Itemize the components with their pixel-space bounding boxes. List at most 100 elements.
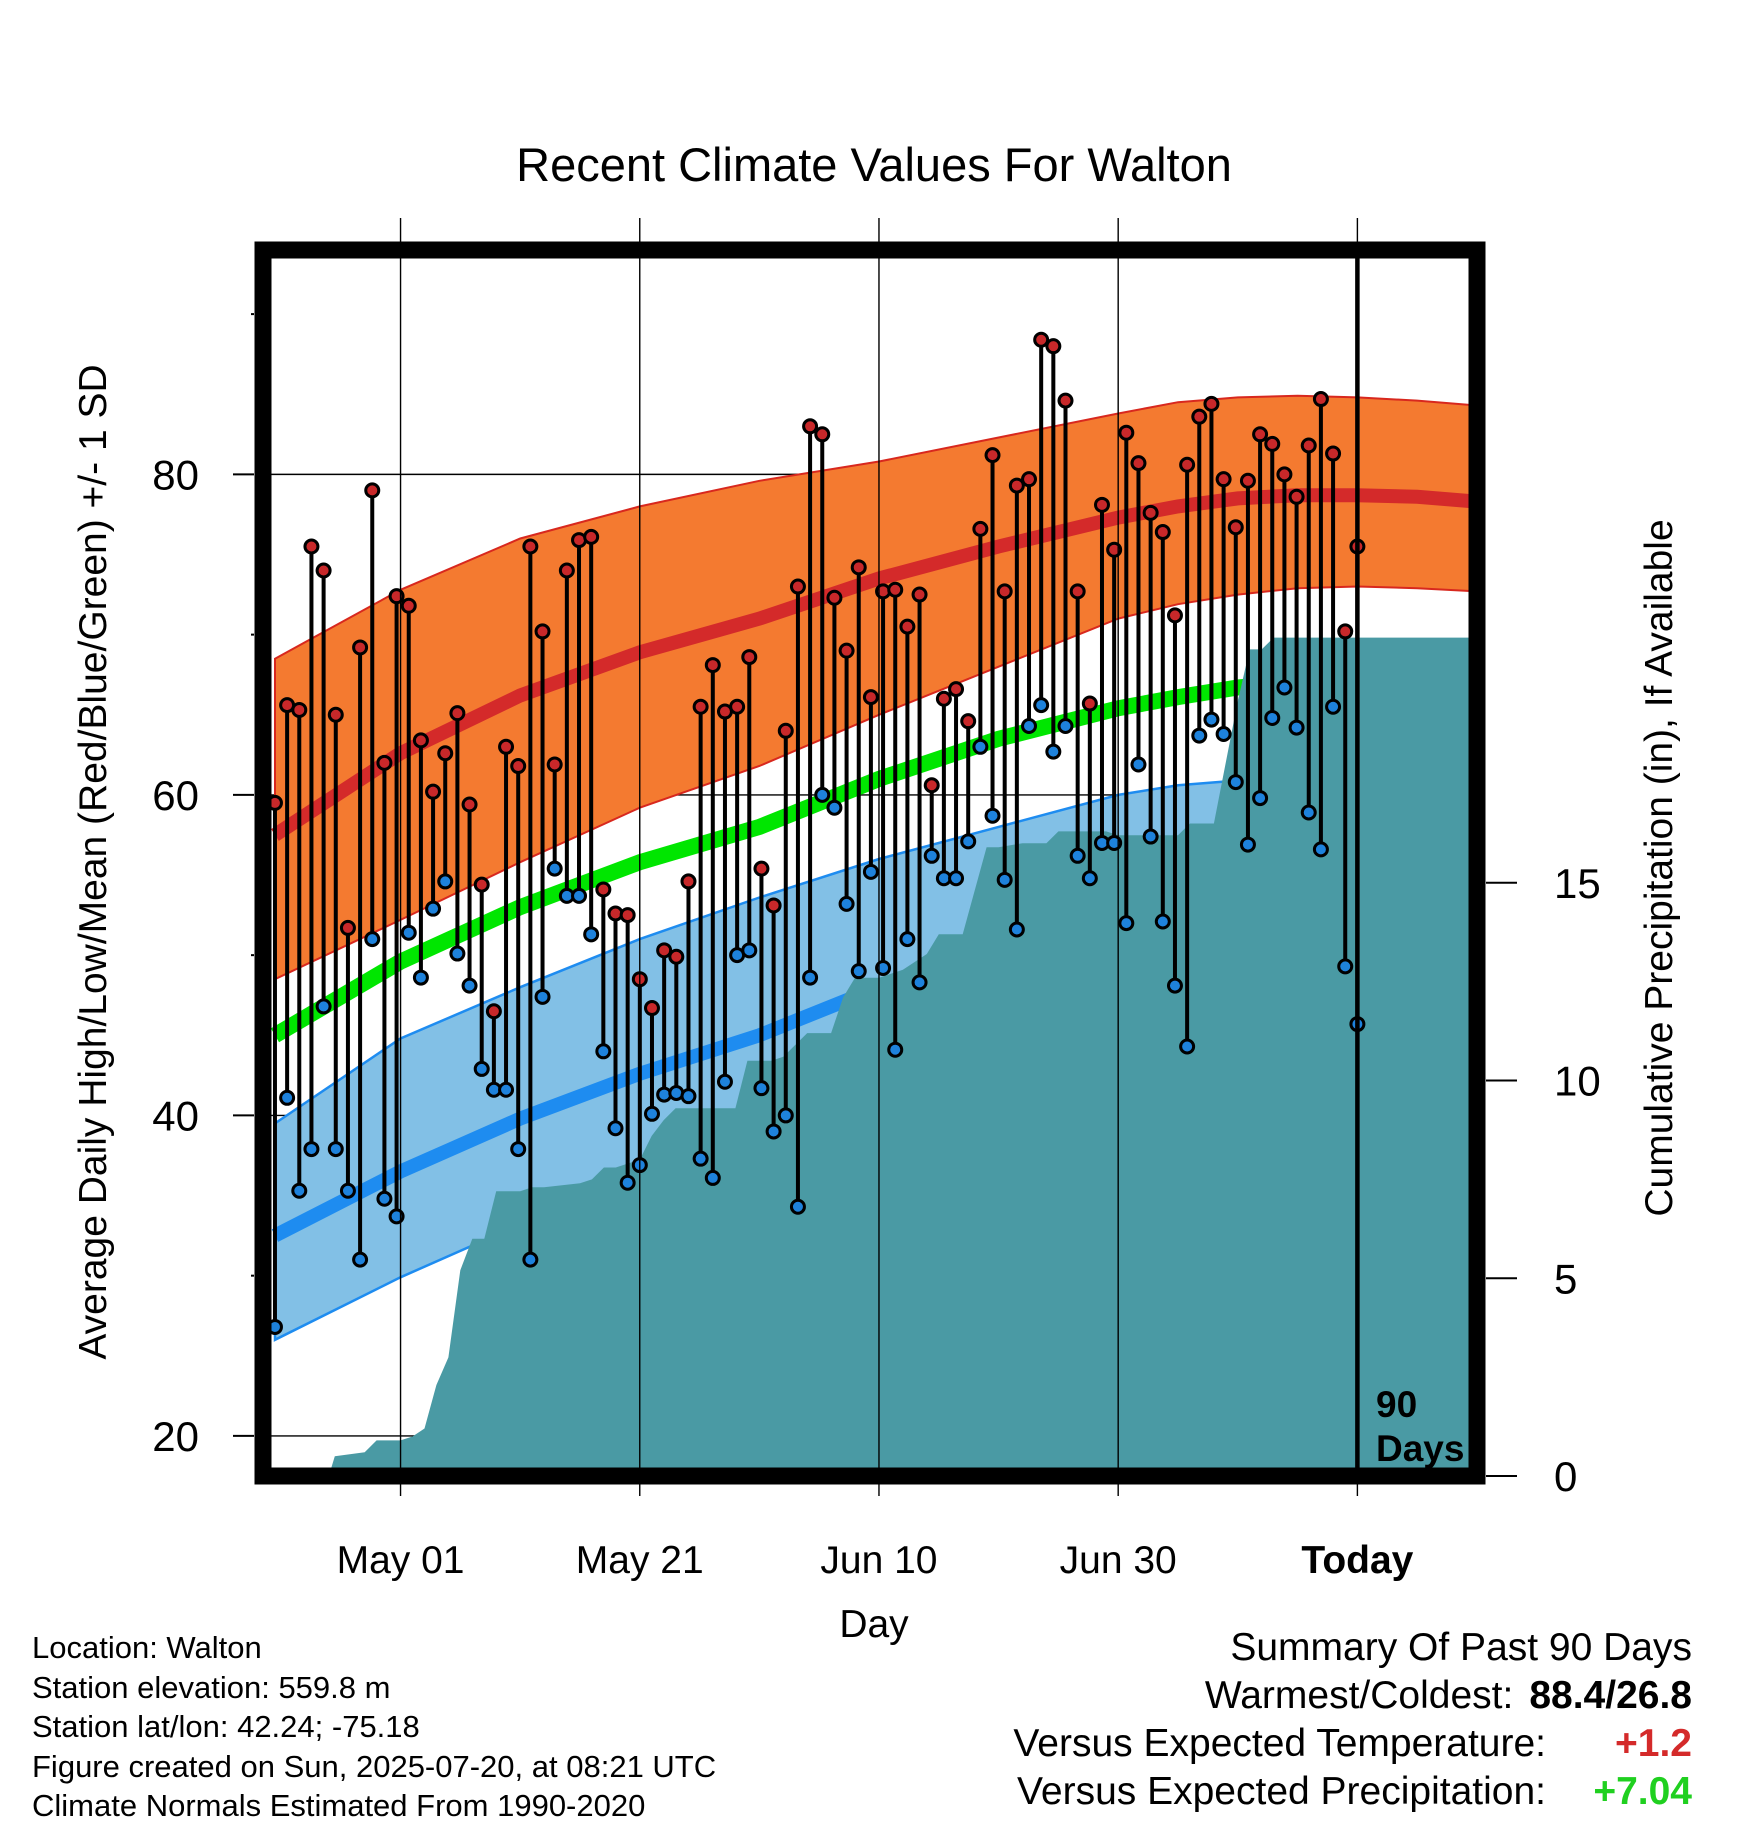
low-temp-point [1276, 679, 1293, 696]
high-temp-point [899, 618, 916, 635]
high-temp-point [1045, 338, 1062, 355]
high-temp-point [339, 919, 356, 936]
axes: 20 40 60 80 0 5 10 15 May 01 May 21 Jun 10 Jun 30 To… [152, 218, 1601, 1582]
high-temp-point [303, 538, 320, 555]
high-temp-point [814, 426, 831, 443]
low-temp-point [1215, 725, 1232, 742]
warmest-coldest-row: Warmest/Coldest: 88.4/26.8 [1013, 1672, 1692, 1720]
high-temp-point [522, 538, 539, 555]
low-temp-point [1008, 921, 1025, 938]
low-temp-point [1130, 756, 1147, 773]
high-temp-point [352, 639, 369, 656]
low-temp-point [643, 1105, 660, 1122]
high-temp-point [753, 860, 770, 877]
y-tick-label: 80 [152, 451, 199, 498]
low-temp-point [1154, 913, 1171, 930]
high-temp-point [449, 705, 466, 722]
low-temp-point [1118, 915, 1135, 932]
y2-tick-label: 5 [1554, 1255, 1577, 1302]
location-text: Location: Walton [32, 1630, 262, 1665]
plot-area [263, 331, 1477, 1476]
today-days-number: 90 [1376, 1384, 1417, 1425]
low-temp-point [461, 977, 478, 994]
low-temp-point [1166, 977, 1183, 994]
high-temp-point [473, 876, 490, 893]
low-temp-point [765, 1123, 782, 1140]
x-tick-label: May 21 [576, 1539, 704, 1582]
high-temp-point [1154, 524, 1171, 541]
low-temp-point [412, 969, 429, 986]
low-temp-point [680, 1088, 697, 1105]
high-temp-point [643, 1000, 660, 1017]
low-temp-point [534, 988, 551, 1005]
warmest-coldest-label: Warmest/Coldest: [1204, 1674, 1514, 1717]
high-temp-point [425, 783, 442, 800]
high-temp-point [400, 597, 417, 614]
high-temp-point [1179, 456, 1196, 473]
temp-anomaly-row: Versus Expected Temperature: +1.2 [1013, 1720, 1692, 1768]
high-temp-point [704, 657, 721, 674]
high-temp-point [595, 881, 612, 898]
high-temp-point [777, 722, 794, 739]
high-temp-point [972, 520, 989, 537]
low-temp-point [1325, 698, 1342, 715]
high-temp-point [984, 447, 1001, 464]
high-temp-point [376, 754, 393, 771]
high-temp-point [1276, 466, 1293, 483]
low-temp-point [814, 786, 831, 803]
low-temp-point [498, 1081, 515, 1098]
low-temp-point [400, 924, 417, 941]
low-temp-point [303, 1141, 320, 1158]
high-temp-point [1215, 471, 1232, 488]
x-tick-label: Today [1301, 1539, 1413, 1582]
y-axis-label: Average Daily High/Low/Mean (Red/Blue/Gr… [72, 364, 115, 1359]
x-tick-label: Jun 30 [1060, 1539, 1177, 1582]
high-temp-point [412, 732, 429, 749]
low-temp-point [279, 1089, 296, 1106]
high-temp-point [741, 649, 758, 666]
summary-panel: Summary Of Past 90 Days Warmest/Coldest:… [1013, 1624, 1692, 1816]
low-temp-point [1191, 727, 1208, 744]
station-info: Location: Walton Station elevation: 559.… [32, 1628, 716, 1826]
low-temp-point [1288, 719, 1305, 736]
low-temp-point [619, 1174, 636, 1191]
low-temp-point [291, 1182, 308, 1199]
high-temp-point [437, 745, 454, 762]
low-temp-point [716, 1073, 733, 1090]
high-temp-point [619, 907, 636, 924]
high-temp-point [1130, 455, 1147, 472]
low-temp-point [802, 969, 819, 986]
high-temp-point [826, 589, 843, 606]
precip-anomaly-value: +7.04 [1593, 1770, 1692, 1813]
low-temp-point [1081, 870, 1098, 887]
x-axis-label: Day [839, 1603, 909, 1646]
high-temp-point [692, 698, 709, 715]
low-temp-point [425, 900, 442, 917]
high-temp-point [960, 713, 977, 730]
x-tick-label: May 01 [337, 1539, 465, 1582]
high-temp-point [485, 1003, 502, 1020]
low-temp-point [1300, 804, 1317, 821]
low-temp-point [996, 871, 1013, 888]
low-temp-point [1033, 697, 1050, 714]
plot-frame [254, 241, 1486, 1485]
high-temp-point [558, 562, 575, 579]
low-temp-point [923, 847, 940, 864]
low-temp-point [1239, 836, 1256, 853]
high-temp-point [1300, 437, 1317, 454]
y2-tick-label: 15 [1554, 860, 1601, 907]
elevation-text: Station elevation: 559.8 m [32, 1669, 391, 1705]
high-temp-point [948, 681, 965, 698]
high-temp-point [923, 777, 940, 794]
low-temp-point [875, 959, 892, 976]
normals-text: Climate Normals Estimated From 1990-2020 [32, 1788, 646, 1823]
low-temp-point [826, 799, 843, 816]
low-temp-point [1179, 1038, 1196, 1055]
low-temp-point [704, 1169, 721, 1186]
low-temp-point [972, 738, 989, 755]
high-temp-point [291, 701, 308, 718]
low-temp-point [437, 873, 454, 890]
low-temp-point [571, 887, 588, 904]
high-temp-point [1312, 391, 1329, 408]
high-temp-point [996, 583, 1013, 600]
